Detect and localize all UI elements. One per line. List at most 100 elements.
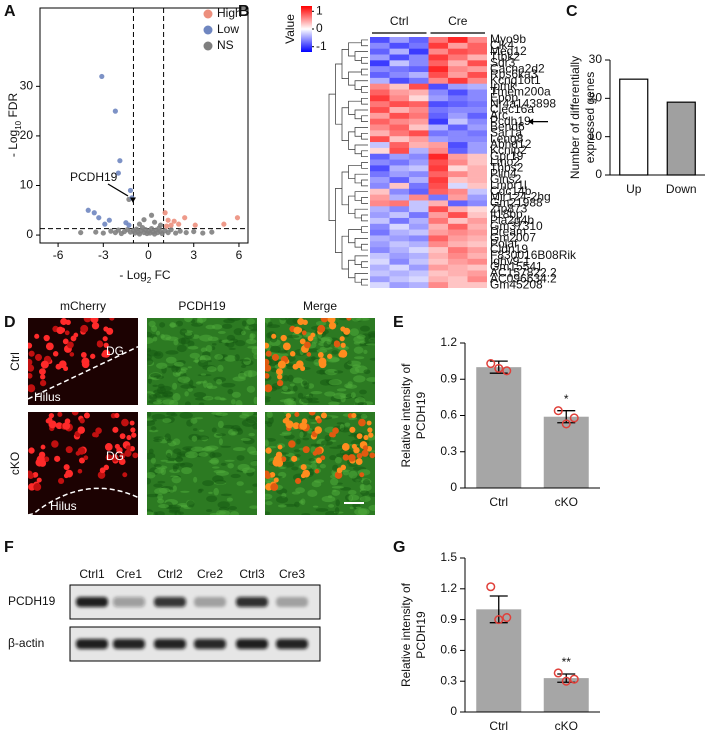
heatmap-cell	[370, 223, 390, 230]
heatmap-cell	[448, 153, 468, 160]
texture	[306, 348, 320, 353]
texture	[357, 508, 370, 515]
heatmap-cell	[448, 112, 468, 120]
y-tick-label: 1.2	[440, 335, 457, 349]
cell	[91, 322, 100, 330]
heatmap-cell	[448, 48, 468, 55]
heatmap-cell	[409, 54, 429, 61]
texture	[180, 490, 190, 493]
texture	[150, 372, 162, 379]
texture	[224, 459, 235, 462]
cell	[119, 433, 126, 440]
heatmap-cell	[389, 212, 410, 219]
blot-band	[154, 597, 186, 607]
heatmap-cell	[409, 235, 429, 242]
cell	[45, 342, 54, 351]
gene-label: Plin4	[490, 166, 517, 180]
y-tick-label: 30	[589, 52, 603, 66]
heatmap-cell	[409, 159, 429, 166]
legend-marker	[203, 41, 213, 51]
heatmap-cell	[448, 83, 468, 90]
heatmap-cell	[467, 147, 487, 155]
heatmap-cell	[389, 130, 410, 137]
cell	[102, 336, 108, 342]
heatmap-cell	[467, 229, 487, 236]
cell	[62, 338, 69, 345]
dendrogram	[361, 132, 368, 140]
dendrogram	[361, 150, 368, 158]
point	[200, 230, 206, 236]
heatmap-cell	[428, 54, 449, 61]
cell	[39, 379, 47, 387]
heatmap-cell	[448, 124, 468, 131]
lane-label: Cre2	[197, 567, 223, 581]
cell	[40, 444, 46, 450]
heatmap-cell	[428, 212, 449, 219]
cell	[356, 433, 363, 440]
texture	[181, 466, 193, 475]
heatmap-cell	[389, 153, 410, 160]
texture	[208, 491, 213, 494]
texture	[265, 398, 271, 403]
texture	[215, 433, 227, 437]
heatmap-cell	[428, 276, 449, 283]
point	[126, 222, 132, 228]
cell	[361, 449, 369, 457]
texture	[312, 505, 319, 508]
texture	[266, 412, 273, 419]
legend-label: NS	[217, 38, 234, 52]
texture	[235, 400, 243, 405]
cell	[297, 318, 305, 326]
heatmap-cell	[370, 60, 390, 67]
heatmap-cell	[448, 188, 468, 195]
cell	[83, 455, 89, 461]
y-tick-label: 20	[20, 128, 34, 142]
heatmap-cell	[467, 159, 487, 166]
x-axis-label-part: 2	[147, 276, 152, 285]
dendrogram	[361, 162, 368, 169]
cell	[356, 452, 363, 459]
texture	[321, 495, 336, 503]
heatmap-cell	[428, 258, 449, 265]
cell	[65, 319, 71, 326]
point	[91, 210, 97, 216]
heatmap-cell	[389, 136, 410, 143]
cell	[57, 412, 63, 417]
heatmap-cell	[409, 112, 429, 120]
texture	[295, 487, 305, 494]
heatmap-cell	[370, 112, 390, 120]
heatmap-cell	[409, 241, 429, 248]
cell	[71, 412, 79, 416]
dendrogram	[341, 235, 349, 270]
heatmap-cell	[409, 66, 429, 73]
texture	[299, 431, 304, 438]
cell	[102, 349, 111, 358]
cell	[273, 477, 279, 483]
heatmap-cell	[428, 206, 449, 213]
texture	[279, 318, 287, 321]
gene-label: Cldn19	[490, 242, 528, 256]
heatmap-cell	[448, 241, 468, 248]
texture	[345, 384, 358, 389]
heatmap-cell	[467, 188, 487, 195]
texture	[227, 388, 234, 395]
point	[221, 221, 227, 227]
texture	[201, 447, 216, 452]
cell	[277, 360, 286, 369]
texture	[310, 421, 318, 424]
cell	[299, 422, 308, 430]
texture	[331, 350, 339, 355]
x-tick-label: 3	[190, 248, 197, 262]
cell	[280, 334, 287, 342]
heatmap-cell	[389, 165, 410, 172]
cell	[125, 445, 132, 451]
bar	[619, 78, 649, 176]
texture	[160, 334, 172, 341]
region-label: DG	[106, 449, 124, 463]
cell	[58, 477, 65, 485]
blot-band	[194, 639, 226, 649]
texture	[228, 506, 237, 511]
cell	[271, 353, 280, 361]
y-tick-label: 0.9	[440, 612, 457, 626]
texture	[232, 427, 243, 432]
